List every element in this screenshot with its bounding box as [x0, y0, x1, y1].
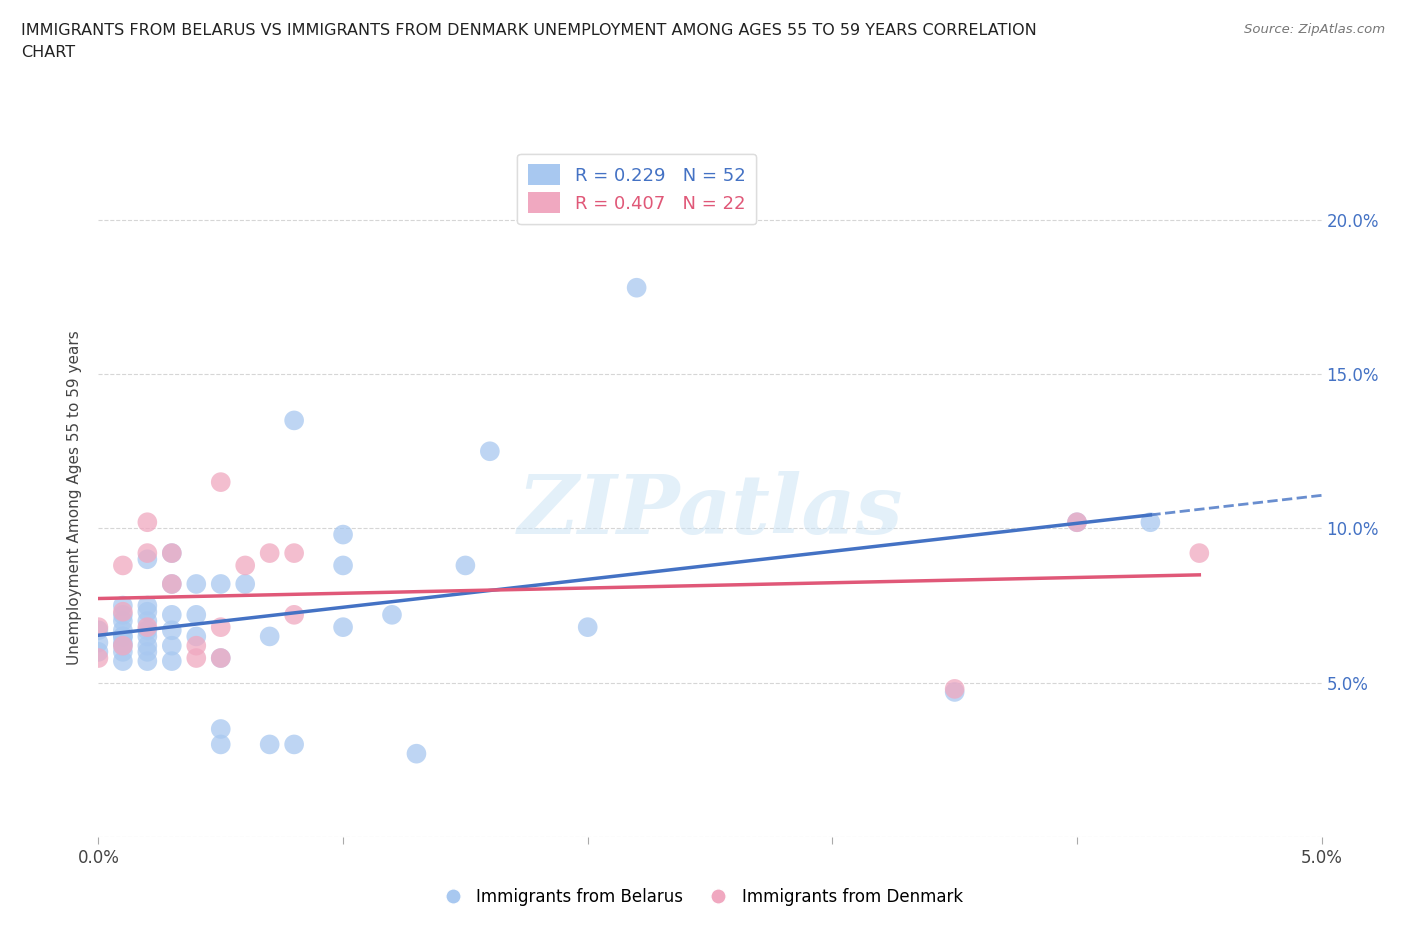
Point	[136, 623, 159, 638]
Point	[1139, 515, 1161, 530]
Legend: R = 0.229   N = 52, R = 0.407   N = 22: R = 0.229 N = 52, R = 0.407 N = 22	[517, 153, 756, 224]
Point	[160, 577, 183, 591]
Point	[160, 607, 183, 622]
Legend: Immigrants from Belarus, Immigrants from Denmark: Immigrants from Belarus, Immigrants from…	[436, 881, 970, 912]
Point	[136, 604, 159, 619]
Point	[87, 623, 110, 638]
Point	[111, 558, 134, 573]
Point	[160, 546, 183, 561]
Point	[209, 737, 232, 751]
Point	[283, 737, 305, 751]
Point	[87, 635, 110, 650]
Point	[111, 638, 134, 653]
Point	[259, 546, 281, 561]
Point	[136, 551, 159, 566]
Point	[111, 604, 134, 619]
Point	[259, 737, 281, 751]
Point	[160, 638, 183, 653]
Point	[943, 684, 966, 699]
Point	[186, 607, 208, 622]
Point	[87, 651, 110, 666]
Point	[332, 558, 354, 573]
Point	[87, 644, 110, 659]
Point	[160, 577, 183, 591]
Point	[209, 722, 232, 737]
Point	[454, 558, 477, 573]
Point	[111, 629, 134, 644]
Point	[233, 577, 256, 591]
Point	[283, 413, 305, 428]
Point	[209, 474, 232, 489]
Point	[405, 746, 427, 761]
Point	[111, 629, 134, 644]
Point	[111, 598, 134, 613]
Point	[233, 558, 256, 573]
Point	[160, 546, 183, 561]
Point	[136, 638, 159, 653]
Point	[136, 629, 159, 644]
Point	[111, 607, 134, 622]
Point	[111, 638, 134, 653]
Text: IMMIGRANTS FROM BELARUS VS IMMIGRANTS FROM DENMARK UNEMPLOYMENT AMONG AGES 55 TO: IMMIGRANTS FROM BELARUS VS IMMIGRANTS FR…	[21, 23, 1036, 38]
Point	[626, 280, 648, 295]
Point	[111, 644, 134, 659]
Point	[259, 629, 281, 644]
Point	[136, 654, 159, 669]
Point	[209, 619, 232, 634]
Point	[209, 651, 232, 666]
Point	[136, 546, 159, 561]
Point	[1066, 515, 1088, 530]
Point	[1188, 546, 1211, 561]
Point	[136, 619, 159, 634]
Point	[332, 527, 354, 542]
Point	[381, 607, 404, 622]
Text: ZIPatlas: ZIPatlas	[517, 472, 903, 551]
Point	[186, 651, 208, 666]
Point	[209, 651, 232, 666]
Point	[111, 654, 134, 669]
Y-axis label: Unemployment Among Ages 55 to 59 years: Unemployment Among Ages 55 to 59 years	[67, 330, 83, 665]
Point	[1066, 515, 1088, 530]
Point	[136, 515, 159, 530]
Point	[283, 607, 305, 622]
Text: Source: ZipAtlas.com: Source: ZipAtlas.com	[1244, 23, 1385, 36]
Point	[111, 635, 134, 650]
Text: CHART: CHART	[21, 45, 75, 60]
Point	[160, 623, 183, 638]
Point	[111, 623, 134, 638]
Point	[209, 577, 232, 591]
Point	[943, 682, 966, 697]
Point	[186, 629, 208, 644]
Point	[186, 638, 208, 653]
Point	[136, 614, 159, 629]
Point	[186, 577, 208, 591]
Point	[478, 444, 501, 458]
Point	[136, 644, 159, 659]
Point	[87, 619, 110, 634]
Point	[283, 546, 305, 561]
Point	[160, 654, 183, 669]
Point	[111, 614, 134, 629]
Point	[332, 619, 354, 634]
Point	[136, 598, 159, 613]
Point	[576, 619, 599, 634]
